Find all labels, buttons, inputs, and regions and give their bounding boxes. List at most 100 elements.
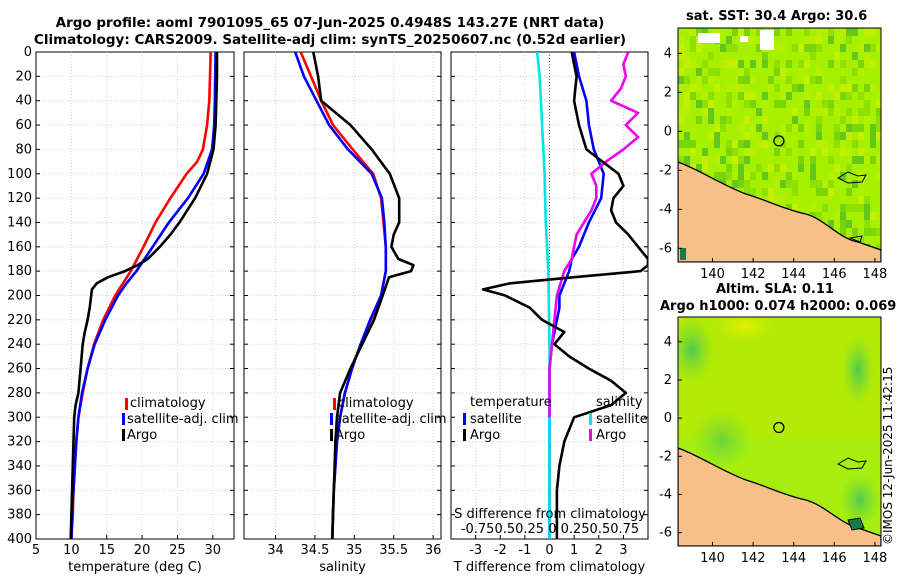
sst-pixel (852, 28, 858, 36)
sst-pixel (804, 28, 810, 36)
sst-pixel (828, 172, 834, 180)
sst-pixel (834, 132, 840, 140)
x-tick-label: 0 (545, 543, 553, 558)
y-tick-label: 60 (15, 118, 32, 133)
sst-pixel (726, 148, 732, 156)
sst-pixel (744, 68, 750, 76)
salinity-axes (243, 51, 442, 540)
legend-sat-label: satellite-adj. clim (127, 412, 239, 427)
y-tick-label: 40 (15, 94, 32, 109)
sst-pixel (816, 116, 822, 124)
sst-pixel (684, 60, 690, 68)
sla-map-title-line1: Altim. SLA: 0.11 (716, 282, 834, 297)
sst-pixel (750, 188, 756, 196)
y-tick-label: 140 (7, 215, 32, 230)
sst-pixel (828, 84, 834, 92)
sst-pixel (834, 124, 840, 132)
sst-pixel (780, 92, 786, 100)
s-difference-scale: -0.750.50.25 0 0.250.50.75 (461, 522, 639, 537)
sst-pixel (714, 124, 720, 132)
sst-pixel (744, 92, 750, 100)
sst-pixel (792, 204, 798, 212)
sst-pixel (750, 100, 756, 108)
sst-pixel (792, 84, 798, 92)
sst-pixel (744, 180, 750, 188)
sst-pixel (840, 132, 846, 140)
sst-pixel (768, 188, 774, 196)
sst-pixel (786, 76, 792, 84)
sst-pixel (876, 116, 881, 124)
sst-pixel (870, 84, 876, 92)
series-line-argo (69, 52, 219, 539)
sst-pixel (774, 164, 780, 172)
sst-pixel (750, 36, 756, 44)
sst-pixel (738, 60, 744, 68)
legend-swatch-sat (122, 413, 125, 425)
sst-pixel (756, 108, 762, 116)
map-x-tick-label: 148 (862, 267, 887, 282)
sst-pixel (756, 60, 762, 68)
sst-pixel (840, 148, 846, 156)
sst-pixel (774, 148, 780, 156)
sst-pixel (792, 44, 798, 52)
sst-pixel (864, 84, 870, 92)
map-x-tick-label: 142 (741, 551, 766, 566)
x-tick-label: 2 (595, 543, 603, 558)
sst-pixel (702, 60, 708, 68)
sst-pixel (852, 156, 858, 164)
x-tick-label: 15 (98, 543, 115, 558)
sst-pixel (852, 116, 858, 124)
sst-pixel (810, 44, 816, 52)
legend-s-sat-label: satellite (596, 412, 648, 427)
map-x-tick-label: 148 (862, 551, 887, 566)
sst-pixel (864, 100, 870, 108)
sst-pixel (738, 76, 744, 84)
map-y-tick-label: -6 (659, 241, 672, 256)
sst-pixel (690, 44, 696, 52)
sst-pixel (750, 76, 756, 84)
sst-pixel (774, 84, 780, 92)
figure-title-line2: Climatology: CARS2009. Satellite-adj cli… (33, 32, 627, 48)
sst-pixel (714, 84, 720, 92)
sst-pixel (684, 76, 690, 84)
sst-pixel (690, 148, 696, 156)
sst-pixel (816, 36, 822, 44)
legend-swatch-t-argo (463, 429, 466, 441)
legend-swatch-s-sat (589, 413, 592, 425)
sla-island (847, 517, 865, 531)
sst-pixel (864, 228, 870, 236)
sst-pixel (852, 228, 858, 236)
legend-swatch-s-argo (589, 429, 592, 441)
sst-pixel (870, 28, 876, 36)
map-y-tick-label: 2 (664, 85, 672, 100)
legend-sat-label: satellite-adj. clim (335, 412, 447, 427)
sst-pixel (690, 140, 696, 148)
sst-pixel (774, 44, 780, 52)
sst-pixel (798, 140, 804, 148)
sst-pixel (858, 196, 864, 204)
sst-pixel (720, 116, 726, 124)
sst-pixel (744, 156, 750, 164)
sst-pixel (846, 188, 852, 196)
sst-pixel (762, 60, 768, 68)
sst-pixel (750, 92, 756, 100)
sst-pixel (876, 124, 881, 132)
sst-pixel (840, 92, 846, 100)
sst-pixel (780, 124, 786, 132)
sst-map-frame (677, 27, 882, 263)
x-tick-label: 35.5 (379, 543, 408, 558)
sst-pixel (876, 44, 881, 52)
x-axis-label: salinity (319, 560, 366, 575)
sst-pixel (834, 164, 840, 172)
map-y-tick-label: 4 (664, 46, 672, 61)
sst-pixel (834, 92, 840, 100)
sst-pixel (840, 140, 846, 148)
sst-pixel (834, 212, 840, 220)
sst-pixel (828, 156, 834, 164)
sst-pixel (744, 132, 750, 140)
sst-pixel (714, 140, 720, 148)
sst-pixel (708, 108, 714, 116)
series-line-argo-salinity- (548, 52, 640, 418)
sst-pixel (858, 60, 864, 68)
sst-pixel (816, 44, 822, 52)
